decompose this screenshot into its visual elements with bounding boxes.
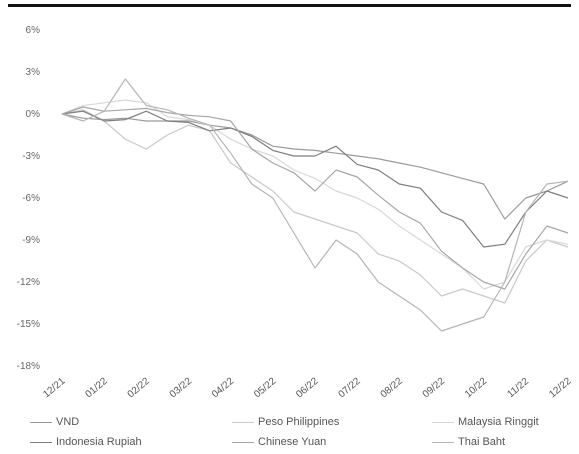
x-tick-label: 07/22 — [336, 376, 363, 401]
legend-label: Indonesia Rupiah — [56, 436, 142, 448]
y-tick-label: -6% — [22, 193, 40, 204]
y-tick-label: -9% — [22, 235, 40, 246]
series-line-peso-philippines — [61, 109, 569, 304]
x-tick-label: 04/22 — [210, 376, 237, 401]
y-tick-label: -18% — [17, 361, 40, 372]
legend-label: Chinese Yuan — [258, 436, 327, 448]
legend-item-chinese-yuan: Chinese Yuan — [232, 436, 326, 448]
series-line-vnd — [61, 113, 569, 220]
legend-swatch-chinese-yuan — [232, 441, 254, 443]
series-line-indonesia-rupiah — [61, 110, 569, 248]
x-tick-label: 02/22 — [126, 376, 153, 401]
legend-label: Malaysia Ringgit — [458, 416, 539, 428]
x-axis-ticks: 12/21 01/22 02/22 03/22 04/22 05/22 06/22 07/22… — [41, 376, 574, 401]
y-tick-label: 6% — [26, 25, 41, 36]
x-tick-label: 09/22 — [421, 376, 448, 401]
legend-label: Thai Baht — [458, 436, 506, 448]
legend: VND Peso Philippines Malaysia Ringgit In… — [0, 410, 579, 454]
y-axis-ticks: 6% 3% 0% -3% -6% -9% -12% -15% -18% — [17, 25, 40, 372]
legend-item-vnd: VND — [30, 416, 79, 428]
legend-item-malaysia-ringgit: Malaysia Ringgit — [432, 416, 539, 428]
legend-label: Peso Philippines — [258, 416, 340, 428]
x-tick-label: 01/22 — [83, 376, 110, 401]
series-line-thai-baht — [61, 78, 569, 332]
legend-item-peso-philippines: Peso Philippines — [232, 416, 339, 428]
x-tick-label: 05/22 — [252, 376, 279, 401]
legend-swatch-thai-baht — [432, 441, 454, 443]
y-tick-label: 0% — [26, 109, 41, 120]
series-line-malaysia-ringgit — [61, 99, 569, 290]
x-tick-label: 03/22 — [168, 376, 195, 401]
series-line-chinese-yuan — [61, 106, 569, 290]
series-lines — [61, 78, 569, 332]
x-tick-label: 12/22 — [547, 376, 574, 401]
legend-swatch-peso-philippines — [232, 421, 254, 423]
y-tick-label: -3% — [22, 151, 40, 162]
legend-swatch-vnd — [30, 421, 52, 423]
y-tick-label: -15% — [17, 319, 40, 330]
legend-swatch-malaysia-ringgit — [432, 421, 454, 423]
legend-swatch-indonesia-rupiah — [30, 441, 52, 443]
y-tick-label: 3% — [26, 67, 41, 78]
x-tick-label: 12/21 — [41, 376, 68, 401]
x-tick-label: 06/22 — [294, 376, 321, 401]
legend-item-thai-baht: Thai Baht — [432, 436, 505, 448]
legend-label: VND — [56, 416, 80, 428]
top-border-bar — [8, 4, 571, 7]
legend-item-indonesia-rupiah: Indonesia Rupiah — [30, 436, 142, 448]
x-tick-label: 10/22 — [463, 376, 490, 401]
x-tick-label: 11/22 — [505, 376, 531, 400]
x-tick-label: 08/22 — [379, 376, 406, 401]
y-tick-label: -12% — [17, 277, 40, 288]
